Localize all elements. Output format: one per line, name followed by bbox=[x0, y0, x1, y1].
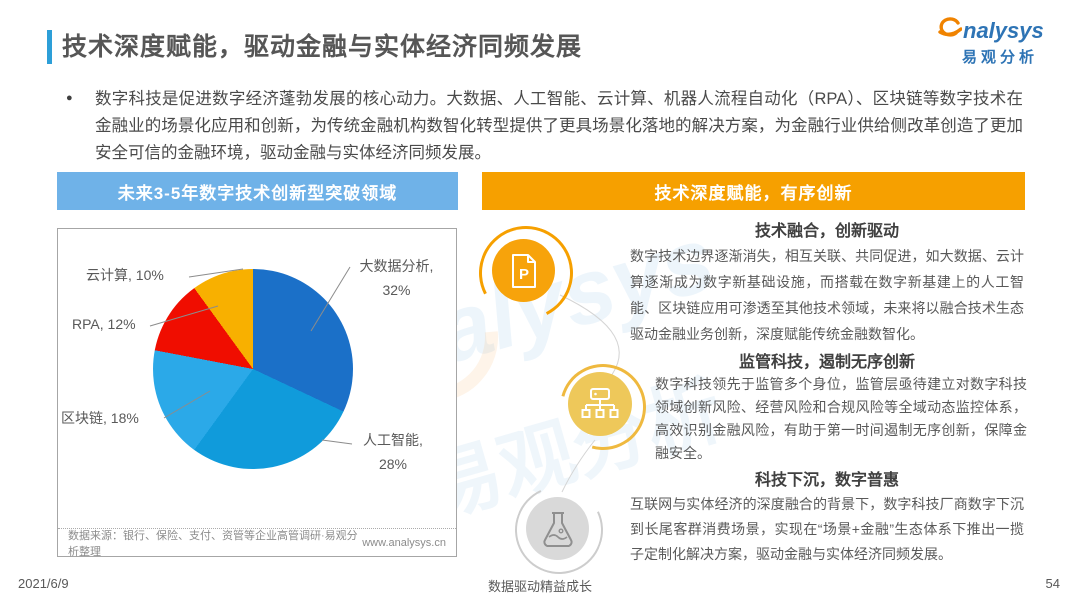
page-title: 技术深度赋能，驱动金融与实体经济同频发展 bbox=[62, 33, 583, 61]
pie-label-bigdata-name: 大数据分析, bbox=[359, 258, 434, 274]
logo-wordmark: nalysys bbox=[963, 17, 1044, 43]
document-p-icon: P bbox=[492, 239, 555, 302]
sitemap-icon bbox=[568, 372, 632, 436]
intro-paragraph: 数字科技是促进数字经济蓬勃发展的核心动力。大数据、人工智能、云计算、机器人流程自… bbox=[95, 90, 1023, 162]
logo-name-zh: 易观分析 bbox=[962, 49, 1039, 66]
pie-label-bigdata-value: 32% bbox=[382, 282, 411, 298]
left-section-header: 未来3-5年数字技术创新型突破领域 bbox=[57, 172, 458, 210]
icon-connector-curve bbox=[559, 294, 620, 493]
bullet-dot: ● bbox=[66, 92, 73, 104]
pie-label-ai-value: 28% bbox=[378, 456, 408, 472]
chart-source-row: 数据来源：银行、保险、支付、资管等企业高管调研·易观分析整理 www.analy… bbox=[58, 528, 456, 558]
pie-label-cloud: 云计算, 10% bbox=[86, 267, 164, 283]
footer-date: 2021/6/9 bbox=[18, 576, 69, 591]
section-title-regtech: 监管科技，遏制无序创新 bbox=[738, 354, 915, 371]
title-accent-bar bbox=[47, 30, 52, 64]
svg-text:P: P bbox=[519, 266, 529, 283]
footer-page-number: 54 bbox=[1045, 576, 1060, 591]
data-source-text: 数据来源：银行、保险、支付、资管等企业高管调研·易观分析整理 bbox=[68, 529, 358, 558]
right-section-header: 技术深度赋能，有序创新 bbox=[482, 172, 1025, 210]
pie-label-bigdata: 大数据分析, 32% bbox=[344, 254, 449, 302]
pie-leader-lines bbox=[149, 266, 353, 445]
website-text: www.analysys.cn bbox=[362, 536, 446, 549]
analysys-swirl-icon bbox=[936, 16, 963, 45]
section-body-tech-fusion: 数字技术边界逐渐消失，相互关联、共同促进，如大数据、云计算逐渐成为数字新基础设施… bbox=[630, 248, 1024, 342]
footer-tagline: 数据驱动精益成长 bbox=[487, 579, 592, 594]
analysys-logo: nalysys 易观分析 bbox=[936, 16, 1066, 67]
pie-chart bbox=[153, 269, 353, 469]
pie-label-blockchain: 区块链, 18% bbox=[61, 410, 139, 426]
flask-icon bbox=[526, 497, 589, 560]
pie-label-rpa: RPA, 12% bbox=[72, 316, 136, 332]
section-title-inclusion: 科技下沉，数字普惠 bbox=[754, 472, 899, 489]
pie-label-ai: 人工智能, 28% bbox=[348, 428, 438, 476]
pie-label-ai-name: 人工智能, bbox=[363, 432, 423, 448]
section-body-inclusion: 互联网与实体经济的深度融合的背景下，数字科技厂商数字下沉到长尾客群消费场景，实现… bbox=[630, 496, 1024, 562]
section-title-tech-fusion: 技术融合，创新驱动 bbox=[754, 223, 899, 240]
pie-chart-panel: 云计算, 10% RPA, 12% 区块链, 18% 大数据分析, 32% 人工… bbox=[57, 228, 457, 558]
section-body-regtech: 数字科技领先于监管多个身位，监管层亟待建立对数字科技领域创新风险、经营风险和合规… bbox=[655, 376, 1027, 461]
